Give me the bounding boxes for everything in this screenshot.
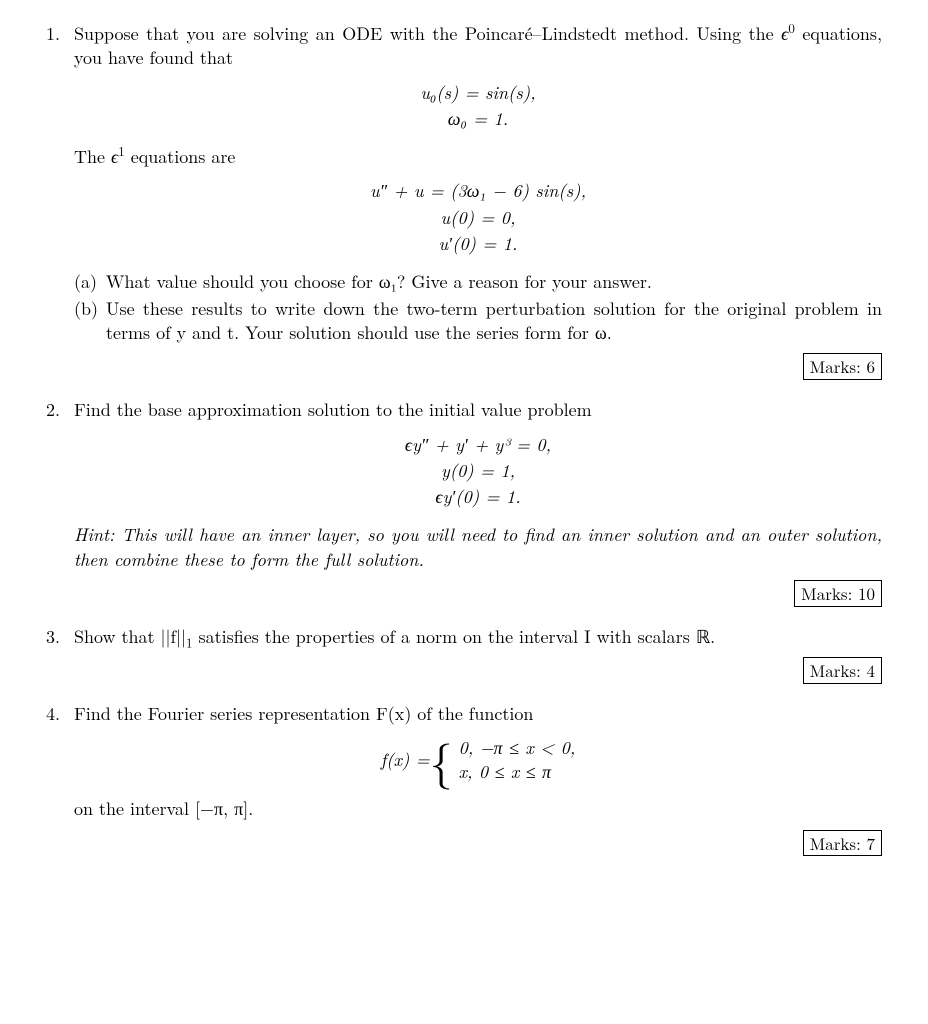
q1-intro: Suppose that you are solving an ODE with… [74,22,882,71]
q1-b-text: Use these results to write down the two-… [106,297,882,346]
q1-eq5: u′(0) = 1. [439,231,518,256]
q1-a-text: What value should you choose for ω₁? Giv… [106,270,882,294]
q2-eqs: ϵy″ + y′ + y³ = 0, y(0) = 1, ϵy′(0) = 1. [74,433,882,510]
q3-text-a: Show that [74,624,161,649]
q3-text-b: satisfies the properties of a norm on th… [193,624,696,649]
q1-eqs-1: u₀(s) = sin(s), ω₀ = 1. [74,81,882,132]
q2-marks: Marks: 10 [794,580,882,607]
q2-marks-box: Marks: 10 [46,580,882,607]
q1-marks: Marks: 6 [803,353,882,380]
question-2: 2. Find the base approximation solution … [46,398,882,607]
q4-intro: Find the Fourier series representation F… [74,702,882,726]
q2-intro: Find the base approximation solution to … [74,398,882,422]
q1-eqs-2: u″ + u = (3ω₁ − 6) sin(s), u(0) = 0, u′(… [74,179,882,256]
q4-outro: on the interval [−π, π]. [74,797,882,821]
q1-b-num: (b) [74,297,106,321]
q3-text: Show that ||f||1 satisfies the propertie… [74,625,882,649]
q1-mid: The ϵ1 equations are [74,145,882,169]
left-brace-icon: { [430,737,453,783]
q3-marks: Marks: 4 [803,657,882,684]
q3-norm: ||f|| [161,624,187,649]
q1-eq4: u(0) = 0, [440,205,515,230]
q4-marks-box: Marks: 7 [46,830,882,857]
q3-marks-box: Marks: 4 [46,657,882,684]
q1-mid-a: The [74,144,111,169]
q2-eq3: ϵy′(0) = 1. [435,484,520,509]
q1-eq3: u″ + u = (3ω₁ − 6) sin(s), [370,178,586,203]
q3-reals: ℝ [696,627,710,647]
q1-eq1: u₀(s) = sin(s), [420,80,535,105]
question-4: 4. Find the Fourier series representatio… [46,702,882,856]
q1-part-a: (a) What value should you choose for ω₁?… [74,270,882,294]
q2-number: 2. [46,398,74,422]
q3-number: 3. [46,625,74,649]
q1-mid-b: equations are [125,144,236,169]
q1-marks-box: Marks: 6 [46,353,882,380]
q1-eq2: ω₀ = 1. [448,106,508,131]
question-3: 3. Show that ||f||1 satisfies the proper… [46,625,882,684]
q2-hint: Hint: This will have an inner layer, so … [74,523,882,572]
q2-eq2: y(0) = 1, [441,458,515,483]
q1-a-num: (a) [74,270,106,294]
q2-eq1: ϵy″ + y′ + y³ = 0, [405,432,551,457]
q4-case2: x, 0 ≤ x ≤ π [459,759,551,784]
q4-lhs: f(x) = [381,748,430,772]
q4-case1: 0, −π ≤ x < 0, [459,735,576,760]
q4-number: 4. [46,702,74,726]
q3-text-c: . [710,624,715,649]
q1-intro-a: Suppose that you are solving an ODE with… [74,21,781,46]
q1-number: 1. [46,22,74,46]
question-1: 1. Suppose that you are solving an ODE w… [46,22,882,380]
page: 1. Suppose that you are solving an ODE w… [0,0,928,1024]
q4-marks: Marks: 7 [803,830,882,857]
q4-eqs: f(x) = { 0, −π ≤ x < 0, x, 0 ≤ x ≤ π [74,736,882,783]
q1-part-b: (b) Use these results to write down the … [74,297,882,346]
q4-piecewise: f(x) = { 0, −π ≤ x < 0, x, 0 ≤ x ≤ π [381,736,576,783]
